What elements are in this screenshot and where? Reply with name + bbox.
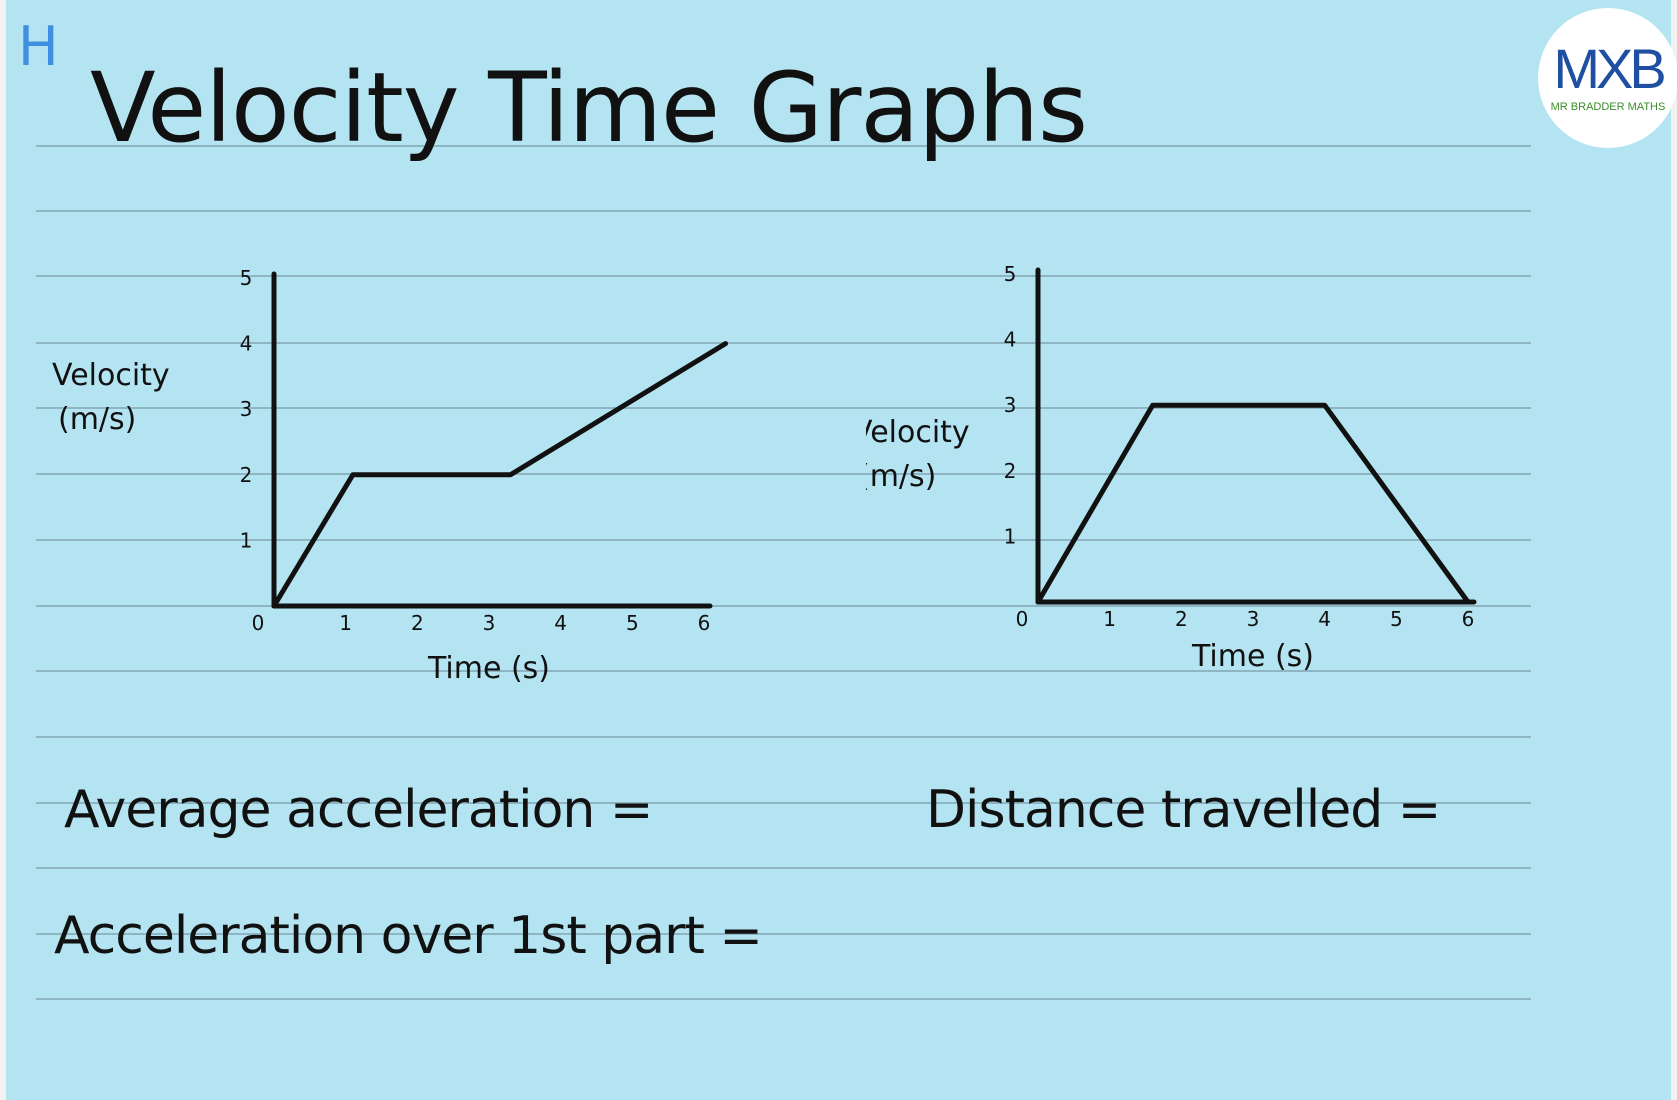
y-axis-label: Velocity xyxy=(52,358,170,393)
y-axis-label: (m/s) xyxy=(58,402,136,437)
x-tick-label: 3 xyxy=(1247,607,1260,631)
x-tick-label: 1 xyxy=(339,611,352,635)
velocity-time-graph-2: 0 1 2 3 4 5 6 1 2 3 4 5 Time (s) Velocity (m/s) xyxy=(866,262,1477,674)
y-tick-label: 1 xyxy=(240,528,253,552)
whiteboard-page: H Velocity Time Graphs MXB MR BRADDER MA… xyxy=(6,0,1677,1100)
page-title: Velocity Time Graphs xyxy=(90,52,1088,164)
x-tick-label: 3 xyxy=(483,611,496,635)
x-tick-label: 2 xyxy=(411,611,424,635)
y-tick-label: 4 xyxy=(240,332,253,356)
question-distance-travelled: Distance travelled = xyxy=(926,780,1441,840)
x-tick-label: 1 xyxy=(1103,607,1116,631)
y-tick-label: 2 xyxy=(240,463,253,487)
y-tick-label: 5 xyxy=(240,270,253,290)
logo: MXB MR BRADDER MATHS xyxy=(1538,8,1677,148)
x-axis-label: Time (s) xyxy=(427,651,550,686)
velocity-time-graph-1: 0 1 2 3 4 5 6 1 2 3 4 5 Time (s) Velocity (m/s) xyxy=(52,270,728,686)
x-tick-label: 6 xyxy=(1462,607,1475,631)
question-acceleration-first-part: Acceleration over 1st part = xyxy=(54,906,763,966)
y-tick-label: 1 xyxy=(1004,524,1017,548)
y-tick-label: 3 xyxy=(240,397,253,421)
x-tick-label: 6 xyxy=(698,611,711,635)
velocity-series-line xyxy=(1035,402,1471,605)
x-tick-label: 5 xyxy=(1390,607,1403,631)
y-tick-label: 4 xyxy=(1004,328,1017,352)
x-tick-label: 4 xyxy=(554,611,567,635)
x-axis-label: Time (s) xyxy=(1191,639,1314,674)
y-axis-label: Velocity xyxy=(866,415,970,450)
y-tick-label: 3 xyxy=(1004,393,1017,417)
question-average-acceleration: Average acceleration = xyxy=(64,780,653,840)
y-tick-label: 2 xyxy=(1004,459,1017,483)
x-tick-label: 4 xyxy=(1318,607,1331,631)
velocity-series-line xyxy=(271,341,728,609)
logo-caption: MR BRADDER MATHS xyxy=(1550,101,1666,113)
y-tick-label: 5 xyxy=(1004,262,1017,286)
corner-mark: H xyxy=(18,15,59,78)
ruled-lines xyxy=(36,145,1531,1000)
x-tick-label: 0 xyxy=(1016,607,1029,631)
x-tick-label: 0 xyxy=(252,611,265,635)
logo-mark: MXB xyxy=(1553,37,1666,100)
x-tick-label: 2 xyxy=(1175,607,1188,631)
y-axis-label: (m/s) xyxy=(866,459,936,494)
x-tick-label: 5 xyxy=(626,611,639,635)
